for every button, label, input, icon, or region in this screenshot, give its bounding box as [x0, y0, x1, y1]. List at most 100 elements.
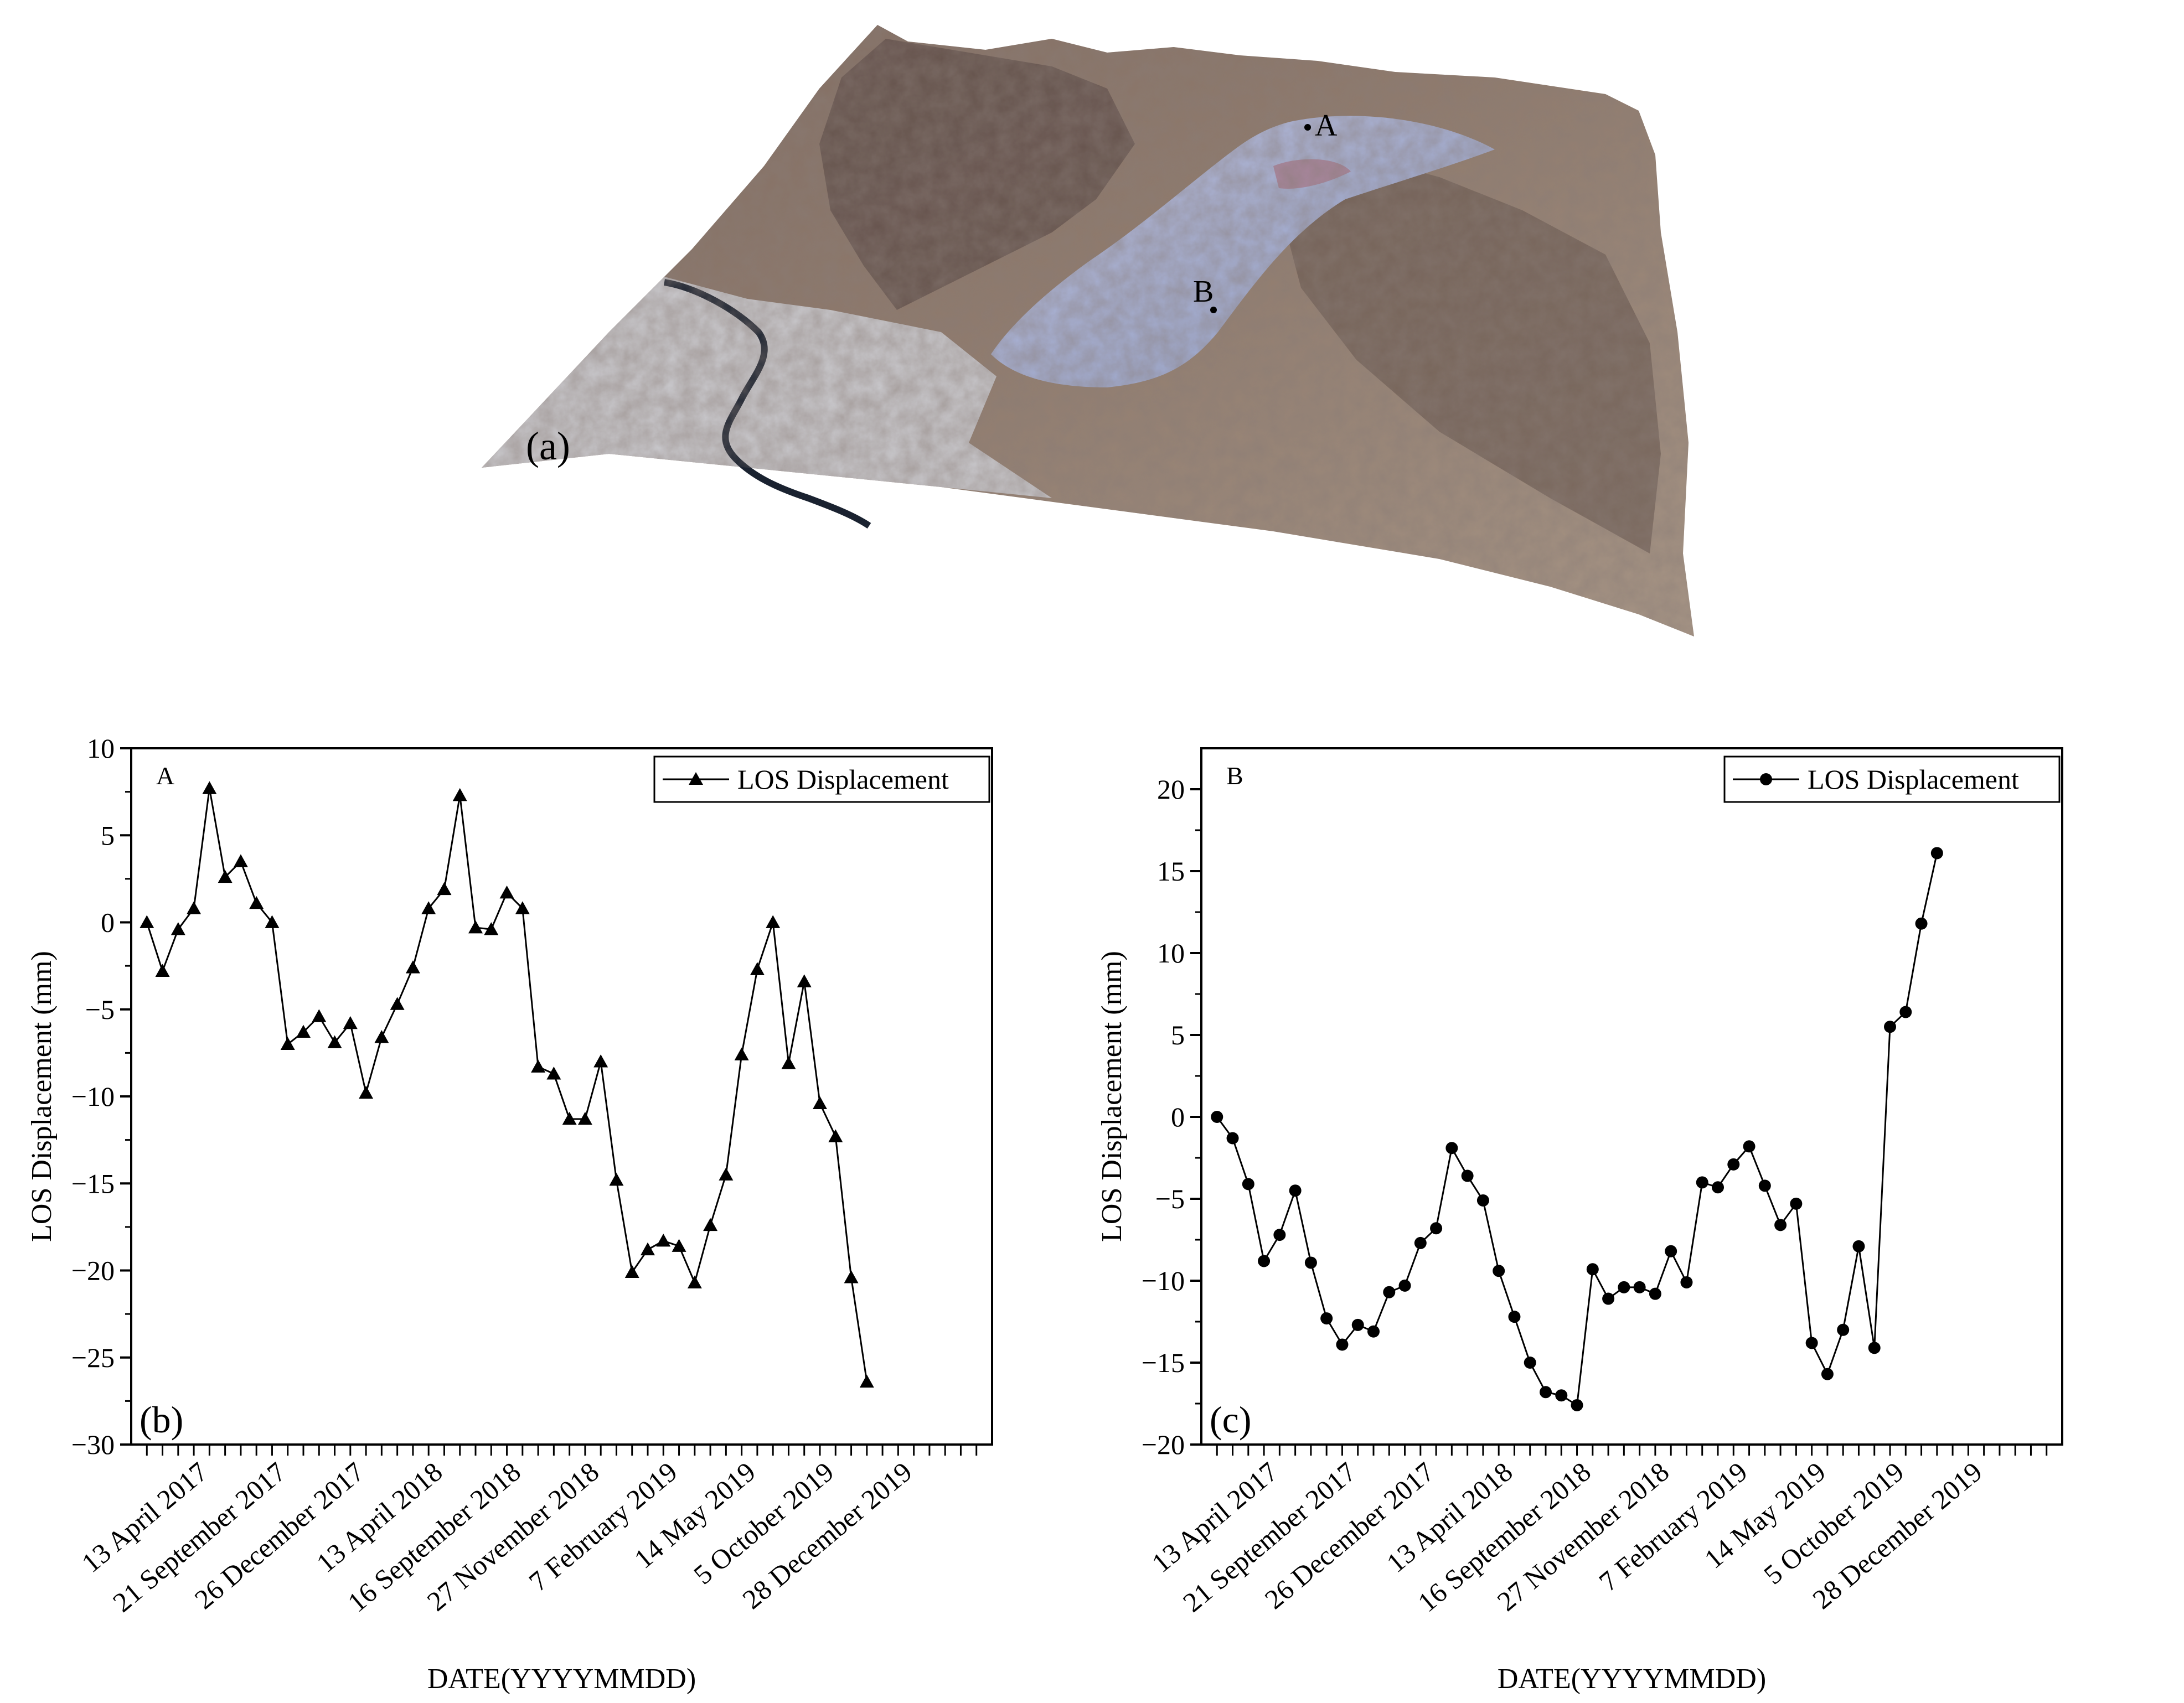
data-point	[1649, 1287, 1661, 1300]
data-point	[1884, 1021, 1896, 1033]
legend-marker	[1760, 773, 1772, 785]
data-point	[421, 901, 436, 914]
data-point	[280, 1037, 295, 1050]
data-point	[641, 1242, 655, 1256]
data-point	[1336, 1338, 1349, 1351]
series-los-displacement-b	[1211, 847, 1943, 1411]
data-point	[1226, 1132, 1239, 1145]
data-point	[312, 1009, 327, 1022]
y-tick-label: −10	[71, 1081, 115, 1112]
terrain-texture	[482, 25, 1694, 636]
data-point	[1430, 1222, 1443, 1235]
y-tick-label: −30	[71, 1429, 115, 1460]
data-point	[844, 1270, 859, 1283]
data-point	[437, 882, 452, 896]
data-point	[390, 997, 405, 1010]
plot-frame	[1200, 747, 2063, 1446]
point-b-label: B	[1193, 275, 1214, 309]
data-point	[609, 1172, 624, 1186]
y-tick-label: −10	[1142, 1265, 1185, 1296]
data-point	[703, 1218, 718, 1231]
y-tick-label: −25	[71, 1342, 115, 1373]
data-point	[1930, 847, 1943, 860]
data-point	[265, 915, 280, 928]
data-point	[1398, 1279, 1411, 1292]
legend-label: LOS Displacement	[1808, 764, 2019, 795]
data-point	[1351, 1318, 1364, 1331]
data-point	[218, 869, 233, 883]
data-point	[1837, 1323, 1850, 1336]
data-point	[359, 1085, 374, 1099]
y-axis-ticks: 10 5 0 −5 −10 −15 −20 −25 −30	[71, 733, 131, 1460]
data-point	[1712, 1181, 1724, 1194]
y-tick-label: 5	[1171, 1019, 1185, 1050]
series-line	[146, 788, 868, 1383]
x-axis-label: DATE(YYYYMMDD)	[1498, 1663, 1766, 1695]
y-axis-label: LOS Displacement (mm)	[26, 951, 58, 1242]
data-point	[828, 1129, 843, 1142]
point-a-chart-label: A	[156, 762, 174, 790]
legend: LOS Displacement	[1723, 755, 2061, 803]
series-los-displacement-a	[140, 781, 874, 1388]
data-point	[1508, 1311, 1521, 1323]
data-point	[327, 1035, 342, 1048]
point-b-chart-label: B	[1226, 762, 1243, 790]
data-point	[1618, 1281, 1630, 1293]
data-point	[1805, 1337, 1818, 1349]
data-point	[531, 1059, 546, 1073]
data-point	[672, 1239, 686, 1252]
plot-frame	[130, 747, 993, 1446]
data-point	[1273, 1229, 1286, 1241]
data-point	[750, 962, 765, 975]
x-axis-label: DATE(YYYYMMDD)	[427, 1663, 696, 1695]
data-point	[813, 1096, 827, 1109]
data-point	[1821, 1368, 1834, 1380]
data-point	[1790, 1197, 1803, 1210]
data-point	[734, 1047, 749, 1060]
y-tick-label: −15	[1142, 1347, 1185, 1378]
data-point	[1743, 1140, 1756, 1153]
data-point	[1304, 1256, 1317, 1269]
data-point	[1586, 1263, 1599, 1276]
y-tick-label: 15	[1157, 856, 1185, 887]
data-point	[1915, 917, 1928, 930]
data-point	[187, 901, 202, 914]
data-point	[202, 781, 217, 794]
data-point	[1680, 1276, 1693, 1288]
data-point	[515, 901, 530, 914]
data-point	[624, 1265, 639, 1278]
data-point	[1445, 1142, 1458, 1155]
y-tick-label: 0	[101, 907, 115, 938]
terrain-3d-view: A B (a)	[482, 25, 1694, 636]
legend-marker	[689, 772, 703, 785]
data-point	[562, 1111, 577, 1125]
y-tick-label: 0	[1171, 1101, 1185, 1132]
data-point	[1289, 1184, 1302, 1197]
legend: LOS Displacement	[653, 755, 990, 803]
data-point	[577, 1111, 592, 1125]
data-point	[1696, 1176, 1708, 1189]
data-point	[1602, 1292, 1615, 1305]
y-tick-label: 20	[1157, 774, 1185, 805]
y-tick-label: −5	[85, 994, 115, 1025]
data-point	[656, 1234, 671, 1247]
data-point	[1540, 1386, 1552, 1399]
y-tick-label: −20	[1142, 1429, 1185, 1460]
y-tick-label: −5	[1155, 1183, 1185, 1214]
data-point	[1414, 1236, 1427, 1249]
data-point	[781, 1056, 796, 1069]
data-point	[1633, 1281, 1646, 1293]
data-point	[296, 1024, 311, 1038]
data-point	[1258, 1255, 1271, 1267]
data-point	[593, 1054, 608, 1068]
data-point	[797, 974, 812, 987]
data-point	[1899, 1006, 1912, 1018]
data-point	[1555, 1389, 1568, 1402]
data-point	[719, 1167, 734, 1181]
data-point	[1476, 1194, 1489, 1207]
data-point	[1211, 1111, 1223, 1123]
data-point	[1852, 1240, 1865, 1252]
